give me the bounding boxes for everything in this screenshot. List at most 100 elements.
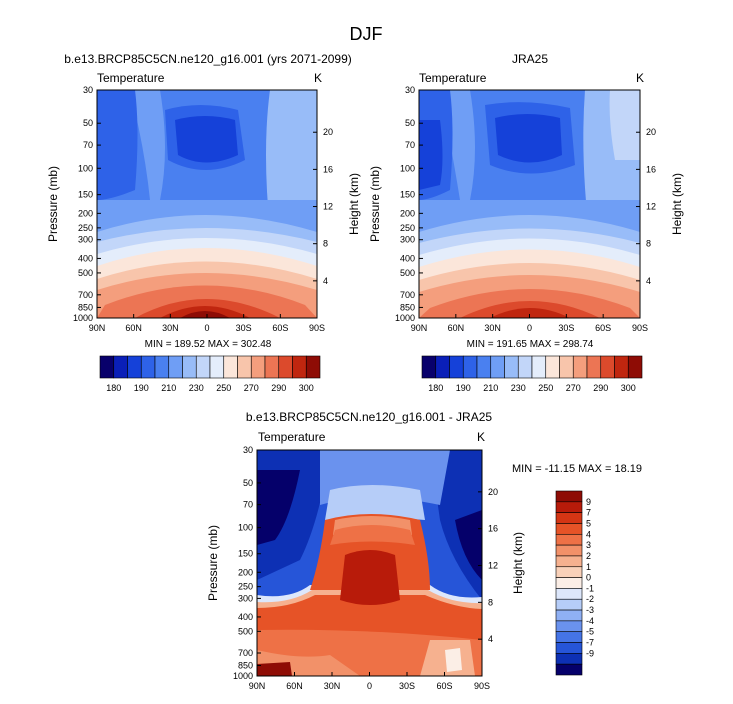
y-tick-label: 300 [78,235,93,245]
y-tick-label: 400 [400,253,415,263]
colorbar-label: 9 [586,497,591,507]
colorbar-box [99,355,115,379]
y2-tick-label: 4 [323,276,328,286]
y-tick-label: 30 [243,445,253,455]
x-tick-label: 90N [411,323,428,333]
colorbar-label: 230 [189,383,204,393]
panel-title: JRA25 [512,52,548,66]
y2-tick-label: 4 [488,634,493,644]
panel-subtitle-right: K [314,71,322,85]
y2-axis-label: Height (km) [347,173,361,235]
x-tick-label: 60N [125,323,142,333]
y2-tick-label: 12 [488,561,498,571]
colorbar-box [421,355,437,379]
colorbar-box [555,566,583,578]
x-tick-label: 90S [309,323,325,333]
y-tick-label: 30 [83,85,93,95]
y-tick-label: 200 [400,208,415,218]
colorbar-box [555,533,583,546]
y-tick-label: 500 [400,268,415,278]
contour-fill [97,90,317,318]
x-tick-label: 90N [249,681,266,691]
x-tick-label: 90S [474,681,490,691]
y-tick-label: 200 [238,567,253,577]
colorbar-label: -1 [586,583,594,593]
y-tick-label: 1000 [73,313,93,323]
colorbar-label: -9 [586,648,594,658]
axes: 90N 60N 30N 0 30S 60S 90S305070100150200250300… [233,445,498,691]
y-tick-label: 250 [400,223,415,233]
colorbar-box [586,355,602,379]
colorbar-label: 250 [538,383,553,393]
colorbar-box [140,355,156,379]
y2-axis-label: Height (km) [670,173,684,235]
y-tick-label: 400 [78,253,93,263]
x-tick-label: 60S [272,323,288,333]
y-tick-label: 850 [400,302,415,312]
colorbar-label: -5 [586,627,594,637]
contour-fill [257,450,482,676]
y2-tick-label: 8 [323,239,328,249]
y-axis-label: Pressure (mb) [206,525,220,601]
panel-subtitle-left: Temperature [258,430,326,444]
y2-tick-label: 20 [488,487,498,497]
colorbar-box [449,355,464,379]
axes: 90N 60N 30N 0 30S 60S 90S305070100150200250300… [73,85,333,333]
colorbar-label: 2 [586,551,591,561]
colorbar-box [559,355,574,379]
y-tick-label: 1000 [233,671,253,681]
min-max-text: MIN = 189.52 MAX = 302.48 [145,339,272,350]
colorbar-box [292,355,307,379]
colorbar-box [555,631,583,643]
colorbar-box [555,577,583,589]
colorbar-box [305,355,321,379]
panel-model: b.e13.BRCP85C5CN.ne120_g16.001 (yrs 2071… [46,52,361,393]
colorbar-label: 300 [621,383,636,393]
colorbar-box [531,355,547,379]
x-tick-label: 0 [367,681,372,691]
colorbar-box [555,588,583,600]
colorbar-label: -2 [586,594,594,604]
y2-tick-label: 8 [646,239,651,249]
colorbar-label: -3 [586,605,594,615]
colorbar-box [195,355,211,379]
y-tick-label: 100 [400,163,415,173]
y2-tick-label: 16 [646,164,656,174]
colorbar-box [237,355,252,379]
y-tick-label: 30 [405,85,415,95]
colorbar: 180 190 210 230 250 270 290 300 [421,355,643,393]
colorbar-box [555,544,583,557]
colorbar-label: 300 [299,383,314,393]
colorbar-box [127,355,142,379]
panel-subtitle-right: K [477,430,485,444]
colorbar-box [555,512,583,524]
colorbar-label: 210 [161,383,176,393]
colorbar-box [555,653,583,665]
colorbar-label: 180 [106,383,121,393]
colorbar-label: 270 [244,383,259,393]
colorbar-box [278,355,293,379]
y2-tick-label: 16 [323,164,333,174]
x-tick-label: 30N [324,681,341,691]
colorbar-box [223,355,238,379]
colorbar-box [154,355,170,379]
colorbar-box [264,355,280,379]
x-tick-label: 0 [204,323,209,333]
colorbar-label: -7 [586,638,594,648]
colorbar-label: 4 [586,529,591,539]
x-tick-label: 60N [286,681,303,691]
y-tick-label: 200 [78,208,93,218]
colorbar-box [555,598,583,611]
y-tick-label: 250 [78,223,93,233]
x-tick-label: 60S [595,323,611,333]
colorbar-box [572,355,588,379]
colorbar-box [555,642,583,654]
colorbar-box [168,355,183,379]
colorbar-label: 1 [586,562,591,572]
y-tick-label: 400 [238,612,253,622]
y-tick-label: 70 [405,140,415,150]
colorbar-box [614,355,629,379]
colorbar-box [555,523,583,535]
